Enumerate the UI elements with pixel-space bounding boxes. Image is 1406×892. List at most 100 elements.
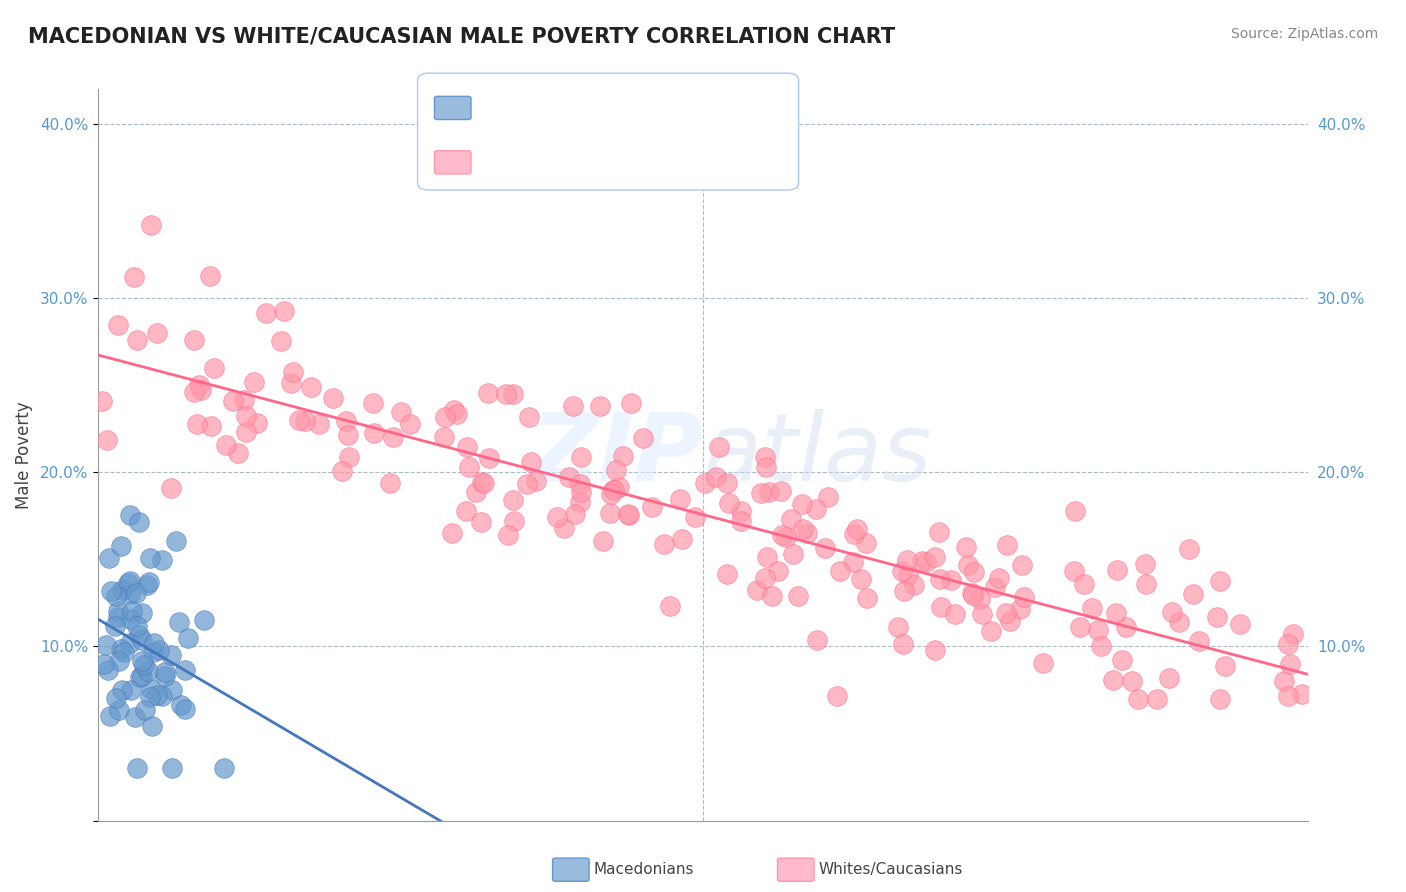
- Point: [524, 474, 547, 488]
- Point: [193, 613, 215, 627]
- Point: [561, 400, 583, 414]
- Point: [620, 395, 643, 409]
- Point: [111, 683, 134, 698]
- Text: R =: R =: [477, 153, 516, 171]
- Point: [273, 304, 295, 318]
- Point: [716, 475, 738, 490]
- Point: [1115, 619, 1137, 633]
- Point: [1105, 606, 1128, 620]
- Point: [589, 400, 612, 414]
- Point: [955, 540, 977, 554]
- Point: [132, 658, 155, 673]
- Point: [998, 615, 1021, 629]
- Point: [730, 504, 752, 518]
- Point: [1010, 602, 1032, 616]
- Point: [104, 690, 127, 705]
- Point: [299, 380, 322, 394]
- Text: 200: 200: [668, 153, 706, 171]
- Point: [671, 533, 693, 547]
- Point: [568, 477, 591, 491]
- Point: [330, 464, 353, 478]
- Point: [1146, 691, 1168, 706]
- Point: [845, 522, 868, 536]
- Point: [1064, 504, 1087, 518]
- Point: [546, 509, 568, 524]
- Point: [150, 689, 173, 703]
- Point: [814, 541, 837, 555]
- Point: [288, 413, 311, 427]
- Point: [465, 485, 488, 500]
- Point: [139, 690, 162, 704]
- Point: [1073, 577, 1095, 591]
- Point: [472, 476, 495, 491]
- Point: [173, 702, 195, 716]
- Point: [90, 393, 112, 408]
- Point: [929, 599, 952, 614]
- Point: [169, 698, 191, 713]
- Text: Source: ZipAtlas.com: Source: ZipAtlas.com: [1230, 27, 1378, 41]
- Point: [1157, 671, 1180, 685]
- Point: [134, 703, 156, 717]
- Point: [118, 587, 141, 601]
- Point: [107, 604, 129, 618]
- Point: [382, 430, 405, 444]
- Point: [183, 333, 205, 347]
- Point: [962, 588, 984, 602]
- Point: [915, 555, 938, 569]
- Point: [104, 589, 127, 603]
- Point: [1087, 623, 1109, 637]
- Point: [233, 392, 256, 407]
- Point: [124, 710, 146, 724]
- Point: [592, 533, 614, 548]
- Point: [599, 506, 621, 520]
- Point: [911, 554, 934, 568]
- Point: [804, 502, 827, 516]
- Point: [131, 632, 153, 647]
- Point: [1206, 610, 1229, 624]
- Point: [897, 567, 920, 582]
- Point: [160, 761, 183, 775]
- Point: [891, 637, 914, 651]
- Point: [183, 384, 205, 399]
- Point: [1121, 673, 1143, 688]
- Point: [769, 484, 792, 499]
- Point: [659, 599, 682, 613]
- Point: [1282, 626, 1305, 640]
- Point: [120, 683, 142, 698]
- Point: [617, 507, 640, 521]
- Point: [446, 408, 468, 422]
- Point: [198, 268, 221, 283]
- Point: [569, 485, 592, 500]
- Point: [633, 431, 655, 445]
- Point: [283, 365, 305, 379]
- Point: [458, 460, 481, 475]
- Point: [1277, 690, 1299, 704]
- Point: [972, 607, 994, 621]
- Point: [190, 383, 212, 397]
- Text: atlas: atlas: [703, 409, 931, 500]
- Point: [108, 654, 131, 668]
- Point: [235, 409, 257, 423]
- Point: [1187, 634, 1209, 648]
- Point: [960, 585, 983, 599]
- Text: -0.318: -0.318: [530, 99, 595, 117]
- Point: [685, 509, 707, 524]
- Point: [456, 440, 478, 454]
- Point: [792, 522, 814, 536]
- Point: [107, 610, 129, 624]
- Point: [1161, 605, 1184, 619]
- Point: [456, 504, 478, 518]
- Point: [110, 539, 132, 553]
- Point: [770, 528, 793, 542]
- Point: [127, 619, 149, 633]
- Y-axis label: Male Poverty: Male Poverty: [15, 401, 34, 508]
- Text: R =: R =: [477, 99, 516, 117]
- Point: [141, 718, 163, 732]
- Point: [495, 387, 517, 401]
- Point: [1291, 688, 1313, 702]
- Point: [361, 396, 384, 410]
- Point: [174, 663, 197, 677]
- Point: [148, 642, 170, 657]
- Point: [226, 446, 249, 460]
- Point: [97, 551, 120, 566]
